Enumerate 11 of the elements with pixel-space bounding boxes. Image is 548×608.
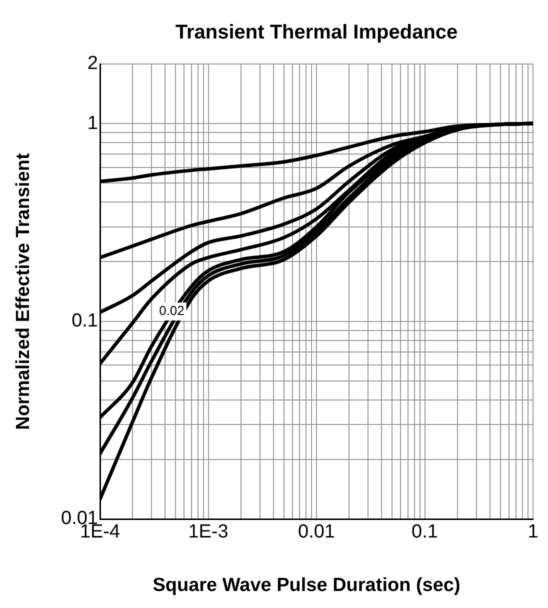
y-tick-label: 2 [87,53,98,74]
x-tick-label: 0.01 [298,522,335,543]
x-axis-title: Square Wave Pulse Duration (sec) [152,575,460,596]
annotation: 0.02 [159,303,184,318]
x-tick-label: 0.1 [412,522,438,543]
y-tick-label: 1 [87,112,98,134]
x-tick-label: 1E-3 [188,522,228,543]
chart-title: Transient Thermal Impedance [175,22,458,44]
y-tick-label: 0.1 [72,310,98,332]
x-tick-label: 1 [528,522,538,543]
y-axis-title: Normalized Effective Transient [13,152,34,430]
